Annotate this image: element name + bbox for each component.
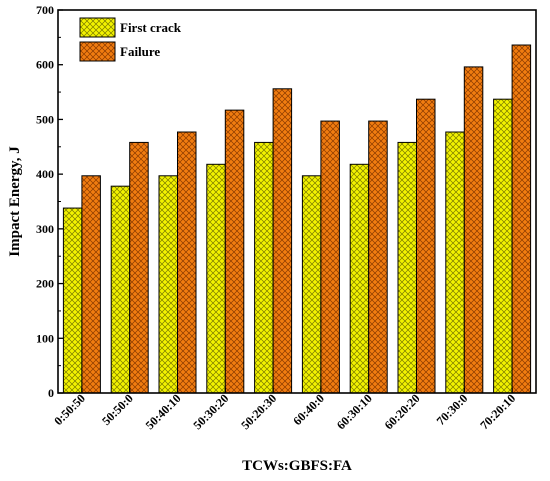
bar-first-crack-70:20:10 xyxy=(493,98,513,394)
y-tick-label: 200 xyxy=(36,277,54,291)
legend-swatch-first-crack xyxy=(79,17,116,38)
bar-first-crack-50:40:10 xyxy=(158,175,178,394)
x-tick-label: 60:30:10 xyxy=(334,391,375,432)
y-tick-label: 600 xyxy=(36,58,54,72)
bar-failure-60:40:0 xyxy=(320,120,340,394)
bar-failure-70:20:10 xyxy=(511,44,532,394)
y-tick-label: 500 xyxy=(36,112,54,126)
bar-first-crack-60:30:10 xyxy=(349,163,370,394)
bar-first-crack-50:30:20 xyxy=(206,163,226,394)
x-tick-label: 70:20:10 xyxy=(477,391,518,432)
bar-first-crack-70:30:0 xyxy=(445,131,465,394)
y-tick-label: 0 xyxy=(48,386,54,400)
bar-first-crack-60:20:20 xyxy=(397,141,417,394)
x-tick-label: 50:20:30 xyxy=(238,391,279,432)
x-tick-label: 50:30:20 xyxy=(190,391,231,432)
bar-failure-50:30:20 xyxy=(224,109,245,394)
bars-layer xyxy=(62,44,532,394)
y-tick-label: 700 xyxy=(36,3,54,17)
y-tick-label: 100 xyxy=(36,331,54,345)
legend-label-failure: Failure xyxy=(120,44,160,59)
bar-first-crack-50:20:30 xyxy=(254,141,274,394)
legend-swatch-failure xyxy=(79,41,116,62)
legend-label-first-crack: First crack xyxy=(120,20,182,35)
legend: First crack Failure xyxy=(79,17,182,62)
x-tick-label: 50:50:0 xyxy=(99,391,136,428)
x-tick-label: 0:50:50 xyxy=(51,391,88,428)
bar-first-crack-0:50:50 xyxy=(62,207,83,394)
bar-failure-50:40:10 xyxy=(177,131,197,394)
y-tick-label: 300 xyxy=(36,222,54,236)
bar-failure-0:50:50 xyxy=(81,175,101,394)
bar-failure-60:20:20 xyxy=(416,98,436,394)
bar-first-crack-60:40:0 xyxy=(301,175,322,394)
bar-failure-50:20:30 xyxy=(272,88,293,394)
y-axis-title: Impact Energy, J xyxy=(7,146,23,257)
x-tick-label: 60:40:0 xyxy=(290,391,327,428)
bar-failure-50:50:0 xyxy=(129,141,149,394)
x-tick-label: 70:30:0 xyxy=(434,391,471,428)
bar-first-crack-50:50:0 xyxy=(110,185,131,394)
y-tick-label: 400 xyxy=(36,167,54,181)
x-axis-title: TCWs:GBFS:FA xyxy=(242,458,352,474)
x-tick-label: 60:20:20 xyxy=(382,391,423,432)
x-tick-label: 50:40:10 xyxy=(143,391,184,432)
bar-failure-70:30:0 xyxy=(463,66,484,394)
bar-failure-60:30:10 xyxy=(368,120,388,394)
